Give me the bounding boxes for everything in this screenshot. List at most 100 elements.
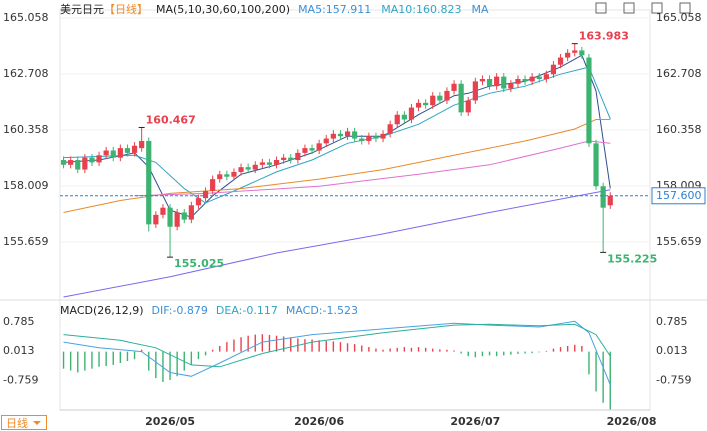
y-tick-label: 160.358 — [3, 123, 49, 136]
ma-line — [63, 320, 611, 386]
y-tick-label: -0.759 — [3, 373, 38, 386]
candle-body — [529, 76, 535, 82]
candle-body — [252, 164, 258, 170]
candle-body — [316, 143, 322, 151]
candle-body — [579, 50, 585, 56]
candle-body — [309, 148, 315, 151]
candle-body — [394, 114, 400, 125]
candle-body — [337, 133, 344, 137]
candle-body — [380, 133, 386, 139]
candle-body — [430, 95, 436, 106]
annotation-label: 163.983 — [579, 30, 629, 43]
candle-body — [344, 131, 351, 137]
candle-body — [359, 138, 365, 141]
y-tick-label: -0.759 — [656, 373, 691, 386]
candle-body — [75, 160, 81, 170]
ma-value: MA — [471, 2, 489, 16]
candle-body — [550, 64, 557, 75]
candle-body — [288, 157, 294, 161]
annotation-label: 155.025 — [174, 257, 224, 270]
candle-body — [245, 167, 251, 170]
candle-body — [515, 79, 521, 84]
ma-line — [63, 119, 611, 213]
icon-layout[interactable] — [651, 2, 663, 14]
candle-body — [167, 207, 173, 227]
last-price-box — [651, 187, 706, 205]
ma-values: MA5:157.911 MA10:160.823 MA — [298, 3, 488, 16]
candle-body — [352, 131, 358, 139]
candle-body — [508, 83, 514, 89]
y-tick-label: 162.708 — [3, 67, 49, 80]
candle-body — [479, 79, 486, 82]
candle-body — [181, 212, 187, 220]
candle-body — [139, 140, 145, 149]
y-tick-label: 158.009 — [3, 179, 49, 192]
candle-body — [295, 152, 301, 161]
icon-expand[interactable] — [623, 2, 635, 14]
icon-close[interactable] — [679, 2, 691, 14]
candle-body — [202, 191, 209, 199]
candle-body — [451, 83, 457, 91]
y-tick-label: 165.058 — [3, 11, 49, 24]
candle-body — [557, 57, 564, 65]
candle-body — [217, 174, 223, 180]
ma-line — [134, 140, 611, 197]
y-tick-label: 0.013 — [656, 344, 688, 357]
candle-body — [153, 214, 159, 225]
candle-body — [536, 76, 542, 80]
last-price-label: 157.600 — [656, 189, 702, 202]
candle-body — [60, 160, 67, 165]
candle-body — [82, 157, 88, 170]
candle-body — [323, 138, 329, 144]
candle-body — [522, 79, 528, 82]
candle-body — [273, 160, 280, 165]
candle-body — [117, 148, 123, 158]
x-tick-label: 2026/06 — [294, 415, 344, 428]
annotation-label: 160.467 — [146, 113, 196, 126]
candle-body — [501, 76, 507, 89]
candle-body — [472, 81, 478, 101]
candle-body — [259, 162, 265, 165]
y-tick-label: 160.358 — [656, 123, 702, 136]
candle-body — [146, 140, 152, 225]
macd-legend-item: DIF:-0.879 — [151, 304, 208, 317]
y-tick-label: 0.785 — [656, 315, 688, 328]
candle-body — [224, 174, 230, 177]
toolbar-icons[interactable] — [595, 2, 691, 14]
x-tick-label: 2026/07 — [450, 415, 500, 428]
candle-body — [89, 157, 95, 163]
candle-body — [415, 102, 422, 108]
candle-body — [68, 160, 74, 165]
period-button[interactable]: 日线 — [1, 415, 47, 430]
period: 【日线】 — [104, 3, 148, 16]
macd-legend: MACD(26,12,9) DIF:-0.879 DEA:-0.117 MACD:-… — [60, 304, 358, 317]
candle-body — [174, 212, 180, 227]
candle-body — [188, 205, 194, 220]
candle-body — [366, 136, 372, 141]
macd-title: MACD(26,12,9) — [60, 304, 144, 317]
candle-body — [231, 171, 237, 177]
candle-body — [437, 95, 443, 101]
annotation-label: 155.225 — [607, 252, 657, 265]
candle-body — [387, 124, 393, 134]
candle-body — [238, 167, 244, 172]
candle-body — [103, 150, 109, 156]
y-tick-label: 155.659 — [3, 235, 49, 248]
icon-settings[interactable] — [595, 2, 607, 14]
candle-body — [586, 57, 592, 144]
candle-body — [160, 207, 166, 215]
ma-value: MA5:157.911 — [298, 2, 372, 16]
candle-body — [401, 114, 407, 120]
y-tick-label: 165.058 — [656, 11, 702, 24]
candle-body — [600, 186, 606, 208]
y-tick-label: 155.659 — [656, 235, 702, 248]
candle-body — [572, 50, 578, 53]
y-tick-label: 162.708 — [656, 67, 702, 80]
macd-legend-item: MACD:-1.523 — [285, 304, 358, 317]
candle-body — [408, 107, 415, 120]
candle-body — [302, 148, 308, 153]
x-tick-label: 2026/05 — [145, 415, 195, 428]
ma-label: MA(5,10,30,60,100,200) — [156, 2, 291, 16]
ma-line — [63, 189, 611, 298]
